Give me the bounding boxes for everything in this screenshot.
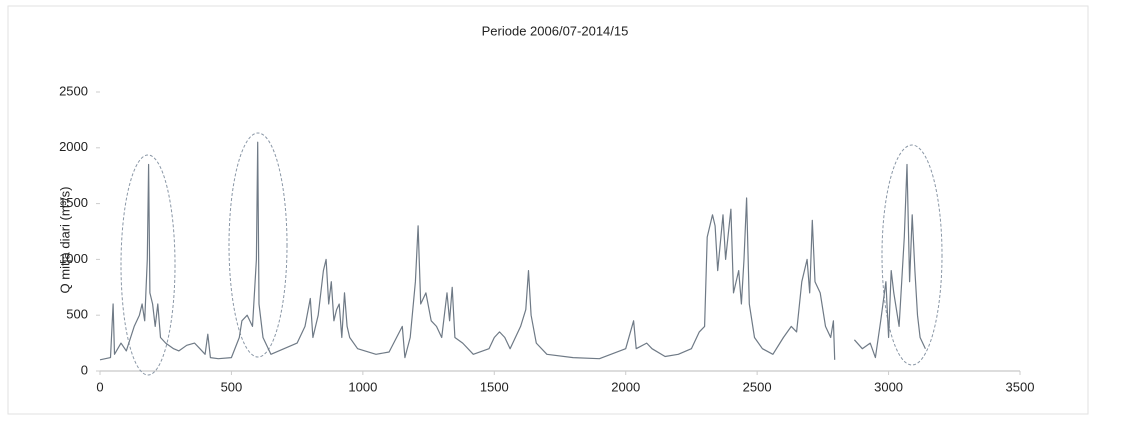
x-tick-label: 1000 [348, 379, 377, 394]
chart-frame [7, 5, 1089, 415]
x-tick-label: 0 [96, 379, 103, 394]
highlight-ellipse [228, 132, 288, 358]
y-tick-label: 500 [66, 307, 88, 322]
x-tick-label: 2500 [743, 379, 772, 394]
y-tick-label: 1000 [59, 251, 88, 266]
y-tick-label: 2500 [59, 83, 88, 98]
highlight-ellipse [120, 154, 176, 376]
data-line [99, 141, 926, 361]
y-tick-label: 0 [81, 362, 88, 377]
x-tick-label: 1500 [480, 379, 509, 394]
x-tick-label: 3500 [1006, 379, 1035, 394]
y-tick-label: 2000 [59, 139, 88, 154]
x-tick-label: 3000 [874, 379, 903, 394]
x-tick-label: 2000 [611, 379, 640, 394]
x-tick-label: 500 [221, 379, 243, 394]
y-axis-label: Q mitja diari (m³/s) [57, 187, 72, 294]
highlight-ellipse [881, 144, 943, 366]
chart-title: Periode 2006/07-2014/15 [482, 23, 629, 38]
y-tick-label: 1500 [59, 195, 88, 210]
